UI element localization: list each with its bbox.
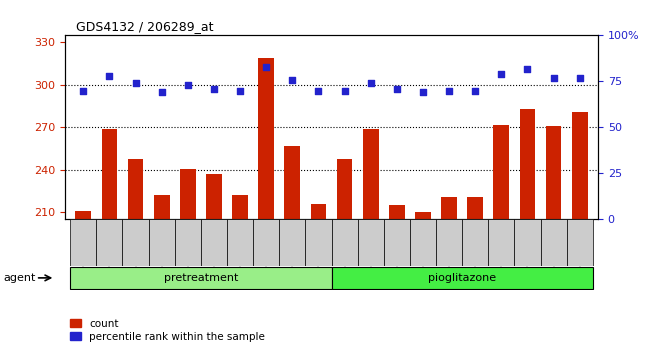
Point [549,75,559,81]
FancyBboxPatch shape [567,219,593,266]
Point [496,71,506,77]
Point [131,80,141,86]
Point [391,86,402,92]
Bar [127,159,144,354]
Bar [311,204,326,354]
Bar [75,211,91,354]
FancyBboxPatch shape [96,219,122,266]
Bar [232,195,248,354]
Point [104,73,114,79]
FancyBboxPatch shape [280,219,306,266]
FancyBboxPatch shape [541,219,567,266]
Point [157,90,167,95]
FancyBboxPatch shape [462,219,488,266]
Bar [493,125,509,354]
Bar [519,109,536,354]
Bar [389,205,405,354]
Bar [363,129,378,354]
Bar [441,197,457,354]
Point [418,90,428,95]
FancyBboxPatch shape [122,219,149,266]
Bar [467,197,483,354]
Point [78,88,88,93]
Point [287,77,298,82]
Point [183,82,193,88]
Legend: count, percentile rank within the sample: count, percentile rank within the sample [70,319,265,342]
Bar [180,169,196,354]
FancyBboxPatch shape [149,219,175,266]
FancyBboxPatch shape [332,219,358,266]
Bar [206,174,222,354]
Point [522,66,532,72]
Point [261,64,272,69]
Bar [572,112,588,354]
Bar [546,126,562,354]
FancyBboxPatch shape [332,267,593,289]
Point [235,88,245,93]
FancyBboxPatch shape [306,219,332,266]
Text: agent: agent [3,273,36,283]
Point [444,88,454,93]
Text: pioglitazone: pioglitazone [428,273,496,283]
Bar [154,195,170,354]
FancyBboxPatch shape [201,219,227,266]
Bar [415,212,431,354]
FancyBboxPatch shape [436,219,462,266]
Bar [337,159,352,354]
Text: pretreatment: pretreatment [164,273,238,283]
FancyBboxPatch shape [488,219,514,266]
FancyBboxPatch shape [227,219,253,266]
FancyBboxPatch shape [358,219,384,266]
Point [365,80,376,86]
FancyBboxPatch shape [384,219,410,266]
Point [470,88,480,93]
Point [339,88,350,93]
Point [313,88,324,93]
FancyBboxPatch shape [253,219,280,266]
Bar [285,146,300,354]
Point [209,86,219,92]
Bar [101,129,117,354]
Bar [258,58,274,354]
Text: GDS4132 / 206289_at: GDS4132 / 206289_at [75,20,213,33]
FancyBboxPatch shape [70,219,96,266]
FancyBboxPatch shape [514,219,541,266]
FancyBboxPatch shape [410,219,436,266]
Point [575,75,585,81]
FancyBboxPatch shape [175,219,201,266]
FancyBboxPatch shape [70,267,332,289]
